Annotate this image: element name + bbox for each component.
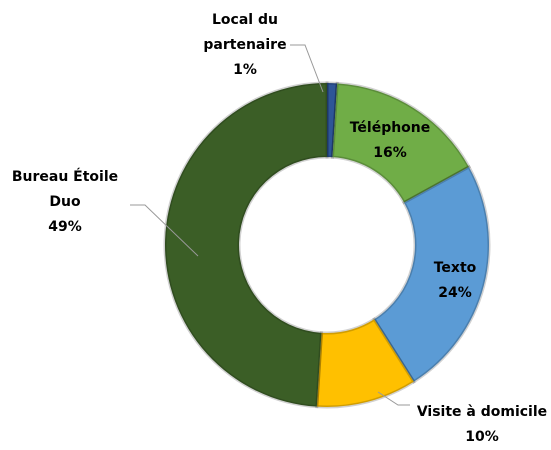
leader-line xyxy=(130,204,199,257)
slice-label: Visite à domicile xyxy=(416,404,548,420)
slice-value-label: 1% xyxy=(233,62,257,78)
leader-lines xyxy=(130,44,410,406)
slice-value-label: 16% xyxy=(373,145,407,161)
slice-value-label: 49% xyxy=(48,219,82,235)
slice-value-label: 10% xyxy=(465,429,499,445)
slice xyxy=(315,317,416,409)
leader-line xyxy=(290,44,324,93)
slice xyxy=(163,81,329,409)
slice-label: Local du partenaire xyxy=(203,12,287,53)
slice-label: Texto xyxy=(433,260,477,276)
slice-label: Bureau Étoile Duo xyxy=(11,169,119,210)
slice xyxy=(330,81,471,205)
slice-label: Téléphone xyxy=(349,120,431,136)
slice xyxy=(372,164,491,384)
slice xyxy=(325,81,339,159)
slice-value-label: 24% xyxy=(438,285,472,301)
leader-line xyxy=(377,391,410,406)
